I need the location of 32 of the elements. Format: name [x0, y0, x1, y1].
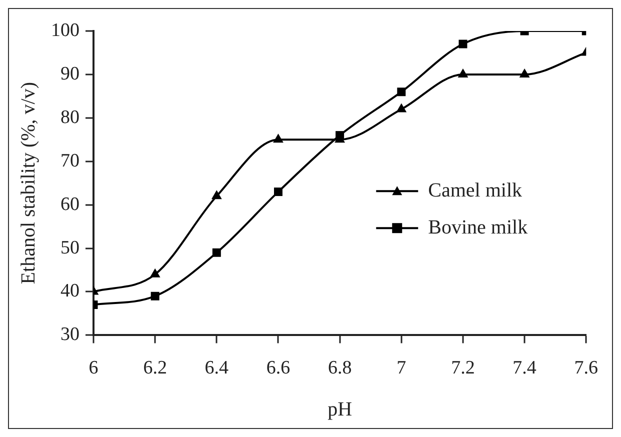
- x-tick-label: 6.2: [143, 358, 167, 379]
- point: [396, 103, 407, 112]
- point: [458, 40, 468, 48]
- y-axis-title: Ethanol stability (%, v/v): [17, 82, 40, 284]
- point: [211, 190, 222, 200]
- x-tick-label: 6.4: [204, 358, 230, 379]
- x-tick-label: 6: [88, 358, 98, 379]
- y-tick-label: 50: [60, 237, 80, 258]
- x-axis-title: pH: [328, 398, 352, 420]
- x-tick-label: 6.6: [266, 358, 290, 379]
- x-tick-label: 7.4: [512, 358, 537, 379]
- point: [273, 134, 284, 143]
- y-tick-label: 90: [60, 63, 80, 84]
- point: [274, 188, 282, 196]
- y-tick-label: 70: [60, 150, 80, 172]
- point: [519, 68, 530, 78]
- y-tick-label: 80: [60, 106, 80, 128]
- y-tick-label: 40: [60, 280, 80, 302]
- x-tick-label: 7.2: [451, 358, 475, 379]
- point: [458, 68, 468, 78]
- y-tick-label: 100: [51, 20, 80, 41]
- point: [397, 88, 406, 96]
- legend-label: Camel milk: [428, 179, 522, 202]
- y-tick-label: 60: [60, 194, 80, 215]
- x-tick-label: 7: [396, 358, 406, 379]
- point: [150, 268, 160, 278]
- legend-label: Bovine milk: [428, 216, 528, 238]
- y-tick-label: 30: [60, 324, 80, 346]
- point: [212, 248, 221, 257]
- x-tick-label: 7.6: [574, 358, 598, 379]
- point: [150, 292, 160, 300]
- x-tick-label: 6.8: [328, 358, 352, 379]
